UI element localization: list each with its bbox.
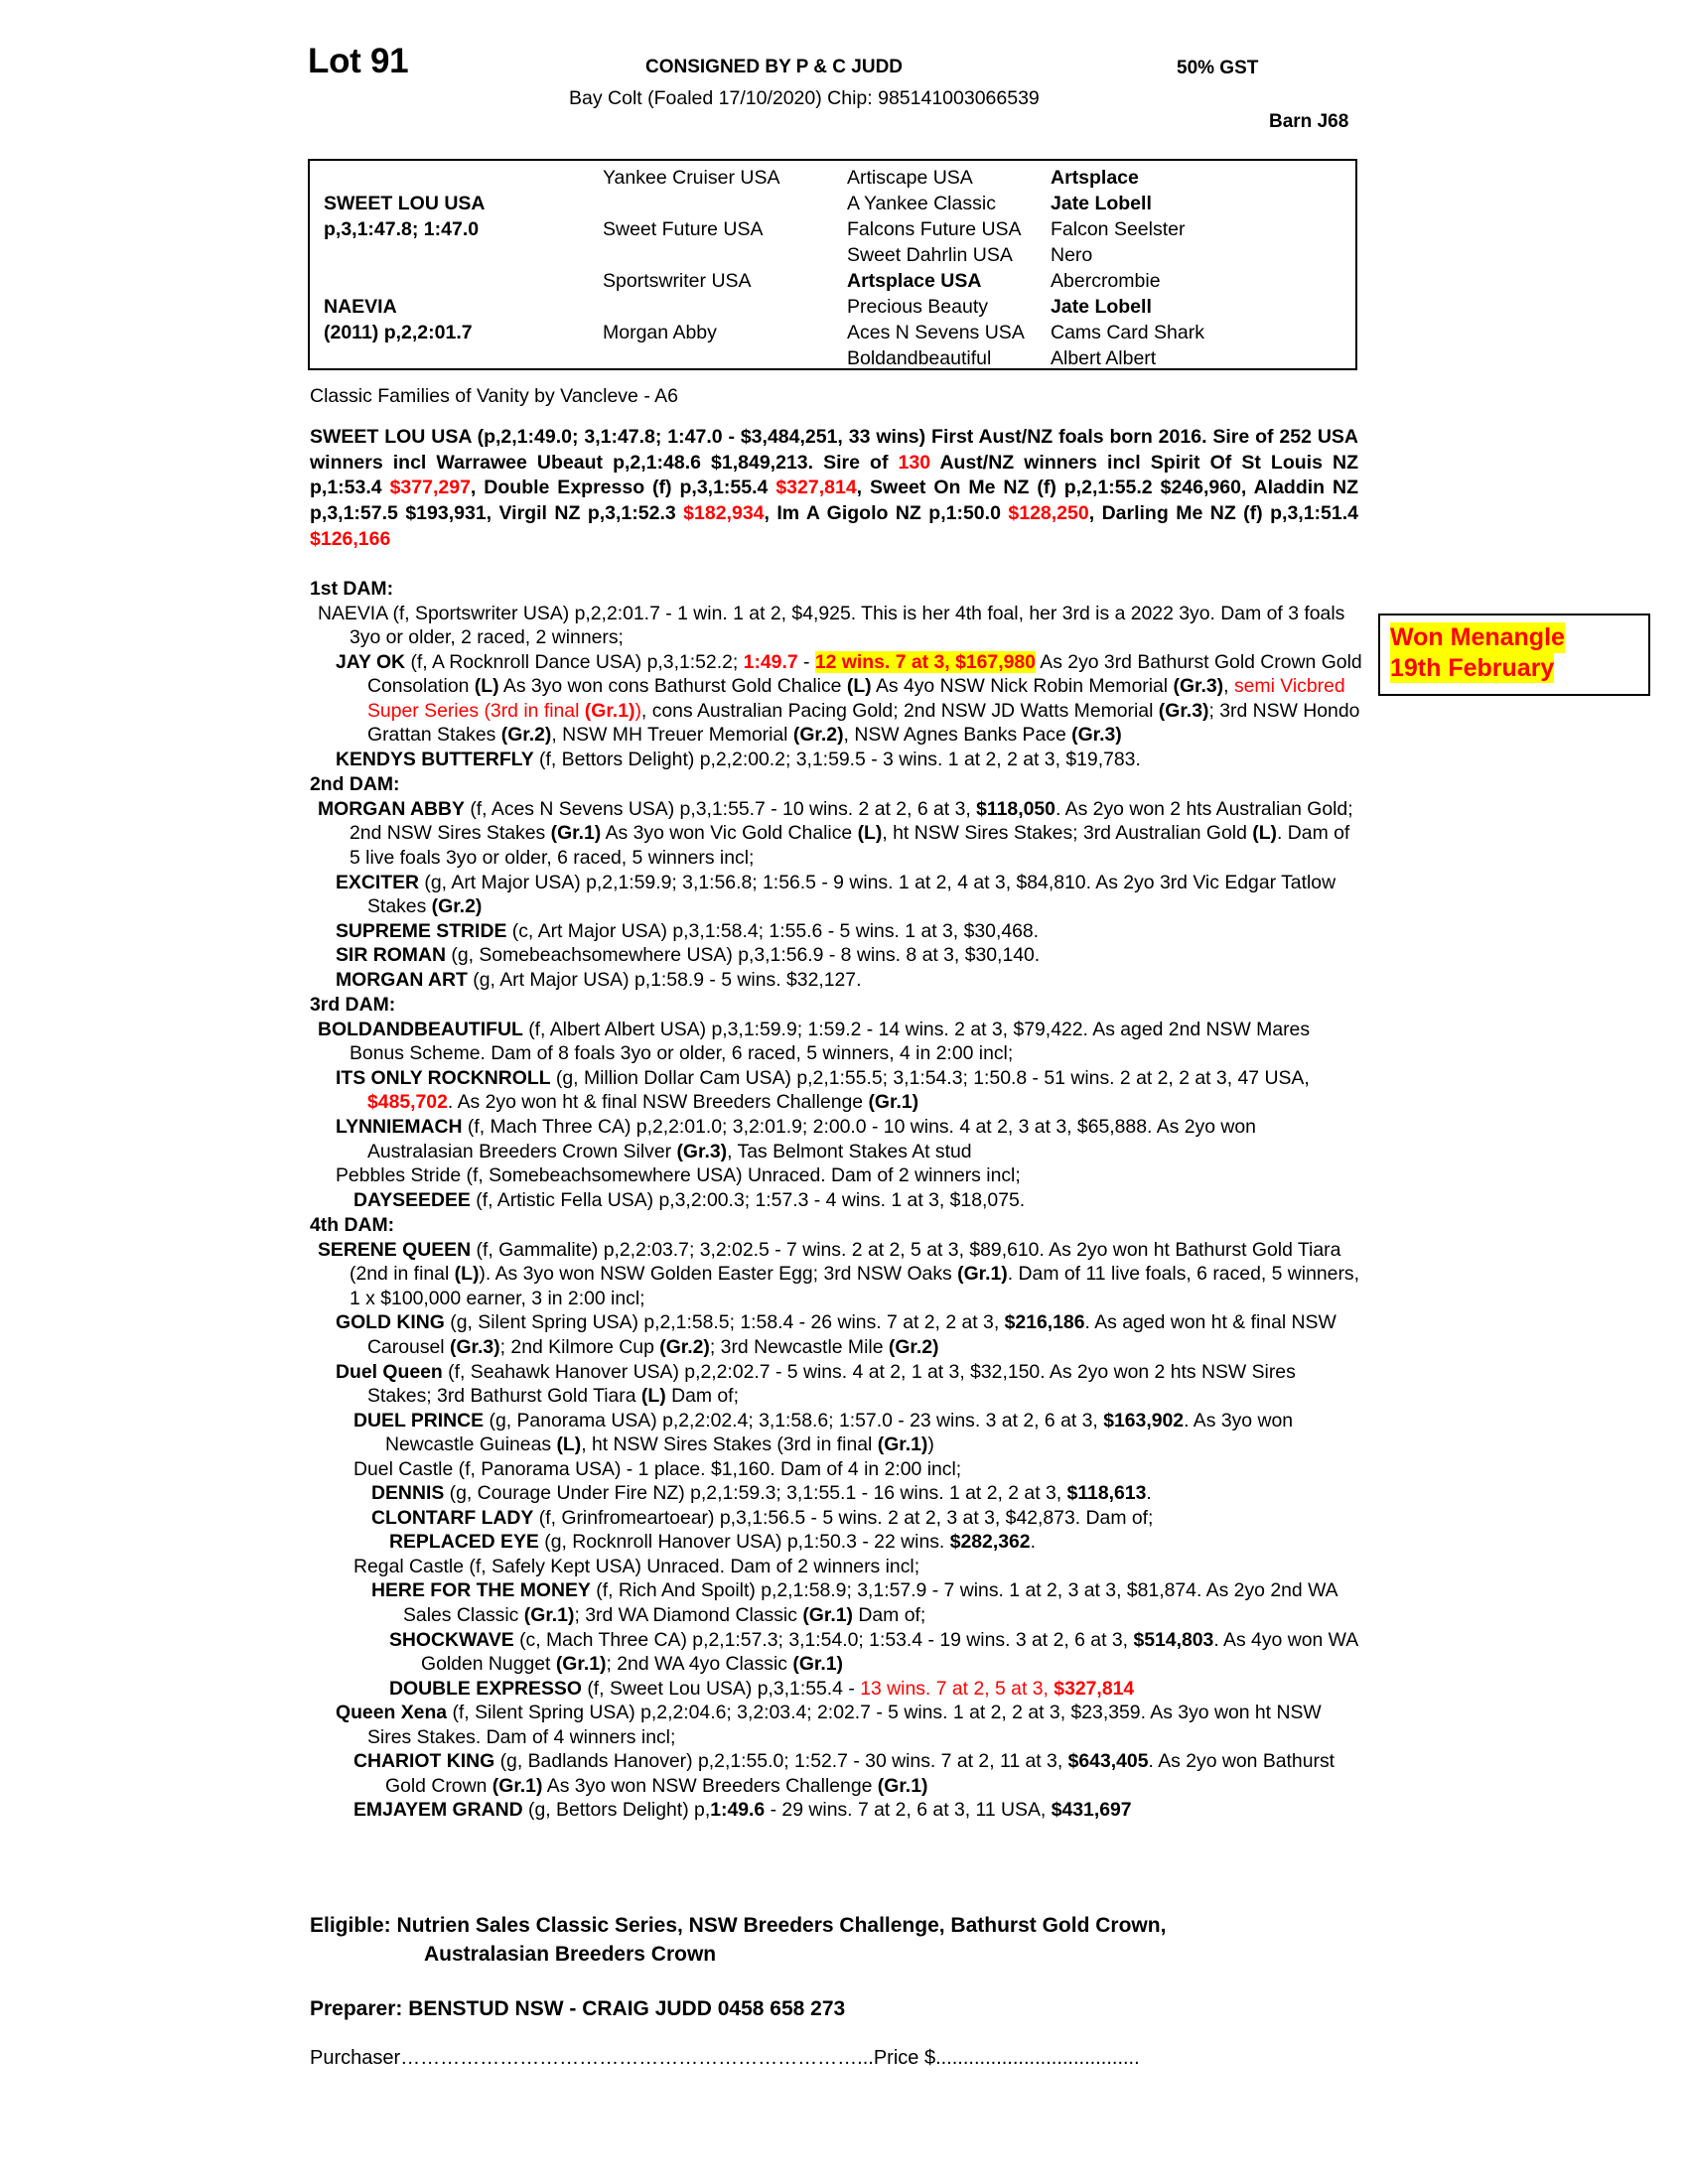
dam-entry: MORGAN ART (g, Art Major USA) p,1:58.9 -… [336,968,862,991]
dam-entry: JAY OK (f, A Rocknroll Dance USA) p,3,1:… [336,650,1362,747]
preparer-line: Preparer: BENSTUD NSW - CRAIG JUDD 0458 … [310,1997,846,2020]
dam-entry: EMJAYEM GRAND (g, Bettors Delight) p,1:4… [353,1799,1132,1822]
pedigree-gen3-6: Aces N Sevens USA [847,322,1025,343]
consigned-by: CONSIGNED BY P & C JUDD [645,57,904,77]
won-menangle-note: Won Menangle 19th February [1378,614,1650,696]
dam-entry: HERE FOR THE MONEY (f, Rich And Spoilt) … [371,1579,1337,1626]
pedigree-column-grandparents: Yankee Cruiser USA Sweet Future USA Spor… [603,161,846,368]
pedigree-gen4-5: Jate Lobell [1051,296,1152,318]
pedigree-table: SWEET LOU USA p,3,1:47.8; 1:47.0 NAEVIA … [308,159,1357,370]
purchaser-line: Purchaser……………………………………………………………...Price… [310,2047,1140,2069]
dam-generation-heading: 3rd DAM: [310,994,396,1017]
dam-family-list: 1st DAM: NAEVIA (f, Sportswriter USA) p,2… [310,576,1362,1823]
gst-label: 50% GST [1177,58,1259,78]
dam-entry: Duel Castle (f, Panorama USA) - 1 place.… [353,1457,962,1480]
note-line-1: Won Menangle [1390,622,1565,653]
dam-name: NAEVIA [324,296,397,318]
dam-generation-heading: 2nd DAM: [310,773,400,796]
pedigree-gen3-2: Falcons Future USA [847,218,1022,240]
pedigree-gen3-4: Artsplace USA [847,270,982,292]
dam-entry: KENDYS BUTTERFLY (f, Bettors Delight) p,… [336,748,1141,770]
dam-entry: Pebbles Stride (f, Somebeachsomewhere US… [336,1164,1021,1187]
sire-performance: p,3,1:47.8; 1:47.0 [324,218,480,240]
dam-entry: DOUBLE EXPRESSO (f, Sweet Lou USA) p,3,1… [389,1677,1135,1700]
dam-entry: BOLDANDBEAUTIFUL (f, Albert Albert USA) … [318,1018,1311,1065]
pedigree-gen4-4: Abercrombie [1051,270,1161,292]
pedigree-gen4-1: Jate Lobell [1051,193,1152,214]
sire-name: SWEET LOU USA [324,193,486,214]
note-line-2: 19th February [1390,652,1555,683]
classic-families-line: Classic Families of Vanity by Vancleve -… [310,385,679,407]
dam-generation-heading: 1st DAM: [310,578,394,600]
pedigree-gen2-1: Sweet Future USA [603,218,764,240]
dam-entry: Regal Castle (f, Safely Kept USA) Unrace… [353,1555,920,1577]
pedigree-gen4-2: Falcon Seelster [1051,218,1186,240]
pedigree-gen3-5: Precious Beauty [847,296,988,318]
eligible-label: Eligible: [310,1914,391,1937]
dam-entry: LYNNIEMACH (f, Mach Three CA) p,2,2:01.0… [336,1116,1256,1162]
eligible-block: Eligible: Nutrien Sales Classic Series, … [310,1911,1357,1970]
pedigree-gen4-7: Albert Albert [1051,347,1157,369]
pedigree-gen4-3: Nero [1051,244,1093,266]
dam-entry: SHOCKWAVE (c, Mach Three CA) p,2,1:57.3;… [389,1628,1358,1676]
dam-entry: Duel Queen (f, Seahawk Hanover USA) p,2,… [336,1360,1296,1408]
dam-entry: ITS ONLY ROCKNROLL (g, Million Dollar Ca… [336,1066,1310,1114]
dam-entry: Queen Xena (f, Silent Spring USA) p,2,2:… [336,1702,1322,1748]
barn-number: Barn J68 [1269,111,1349,132]
dam-entry: SIR ROMAN (g, Somebeachsomewhere USA) p,… [336,944,1041,967]
pedigree-gen3-0: Artiscape USA [847,167,973,189]
eligible-line-2: Australasian Breeders Crown [424,1943,717,1967]
dam-entry: DENNIS (g, Courage Under Fire NZ) p,2,1:… [371,1482,1152,1505]
dam-entry: CHARIOT KING (g, Badlands Hanover) p,2,1… [353,1750,1336,1797]
pedigree-gen3-7: Boldandbeautiful [847,347,992,369]
lot-number: Lot 91 [308,42,409,80]
dam-entry: SUPREME STRIDE (c, Art Major USA) p,3,1:… [336,919,1040,942]
animal-description: Bay Colt (Foaled 17/10/2020) Chip: 98514… [569,87,1040,109]
dam-generation-heading: 4th DAM: [310,1214,395,1237]
page-header: Lot 91 CONSIGNED BY P & C JUDD 50% GST B… [0,0,1688,132]
pedigree-gen2-3: Morgan Abby [603,322,717,343]
dam-entry: DUEL PRINCE (g, Panorama USA) p,2,2:02.4… [353,1409,1294,1456]
dam-performance: (2011) p,2,2:01.7 [324,322,473,343]
dam-entry: NAEVIA (f, Sportswriter USA) p,2,2:01.7 … [318,602,1345,649]
pedigree-gen4-0: Artsplace [1051,167,1139,189]
pedigree-column-great-grandparents: Artiscape USA A Yankee Classic Falcons F… [847,161,1044,368]
dam-entry: CLONTARF LADY (f, Grinfromeartoear) p,3,… [371,1506,1154,1529]
dam-entry: GOLD KING (g, Silent Spring USA) p,2,1:5… [336,1311,1336,1358]
pedigree-column-parents: SWEET LOU USA p,3,1:47.8; 1:47.0 NAEVIA … [324,161,592,368]
pedigree-gen3-1: A Yankee Classic [847,193,996,214]
pedigree-gen2-2: Sportswriter USA [603,270,752,292]
pedigree-column-gen4: Artsplace Jate Lobell Falcon Seelster Ne… [1051,161,1249,368]
dam-entry: DAYSEEDEE (f, Artistic Fella USA) p,3,2:… [353,1188,1026,1211]
pedigree-gen2-0: Yankee Cruiser USA [603,167,780,189]
dam-entry: MORGAN ABBY (f, Aces N Sevens USA) p,3,1… [318,797,1353,870]
pedigree-gen3-3: Sweet Dahrlin USA [847,244,1013,266]
dam-entry: EXCITER (g, Art Major USA) p,2,1:59.9; 3… [336,871,1336,918]
dam-entry: REPLACED EYE (g, Rocknroll Hanover USA) … [389,1531,1036,1554]
dam-entry: SERENE QUEEN (f, Gammalite) p,2,2:03.7; … [318,1238,1360,1309]
pedigree-gen4-6: Cams Card Shark [1051,322,1204,343]
sire-summary: SWEET LOU USA (p,2,1:49.0; 3,1:47.8; 1:4… [310,426,1359,550]
eligible-line-1: Nutrien Sales Classic Series, NSW Breede… [396,1914,1167,1937]
